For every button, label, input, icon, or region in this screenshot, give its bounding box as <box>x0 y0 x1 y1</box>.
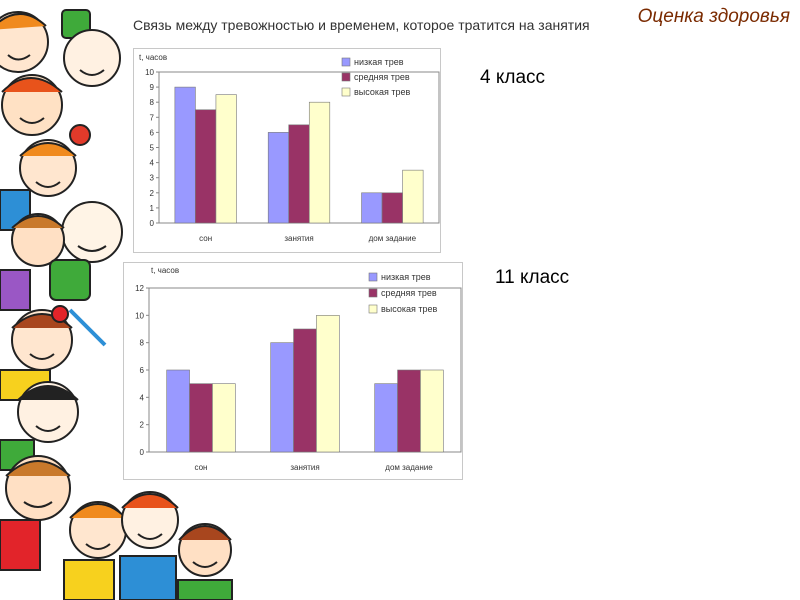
slide-title: Оценка здоровья <box>637 6 790 27</box>
y-tick-label: 1 <box>150 204 155 213</box>
y-tick-label: 4 <box>150 159 155 168</box>
decor-child-9 <box>0 455 71 571</box>
y-tick-label: 8 <box>150 98 155 107</box>
grade-11-label: 11 класс <box>495 267 570 288</box>
y-tick-label: 9 <box>150 83 155 92</box>
bar <box>374 383 398 453</box>
x-category-label: занятия <box>284 234 313 243</box>
chart-grade-4: 0 1 2 3 4 5 6 7 8 9 10 t, часов сон занятия дом задани… <box>133 48 441 253</box>
x-category-label: сон <box>195 463 208 472</box>
legend-swatch <box>341 57 351 67</box>
bar <box>195 109 217 224</box>
y-tick-label: 2 <box>150 189 155 198</box>
y-tick-label: 0 <box>150 219 155 228</box>
legend-label: низкая трев <box>381 272 431 282</box>
chart-grade-11: 0 2 4 6 8 10 12 t, часов сон занятия дом задание ни… <box>123 262 463 480</box>
bar <box>189 383 213 453</box>
legend-swatch <box>368 272 378 282</box>
y-tick-label: 12 <box>135 284 144 293</box>
y-tick-label: 2 <box>140 421 145 430</box>
bar <box>381 192 403 224</box>
y-tick-label: 10 <box>135 311 144 320</box>
decor-child-2 <box>61 9 121 87</box>
y-tick-label: 7 <box>150 113 155 122</box>
legend-swatch <box>341 72 351 82</box>
decor-child-10 <box>63 501 127 600</box>
decor-child-8 <box>0 381 79 471</box>
decor-child-12 <box>177 523 233 600</box>
y-tick-label: 5 <box>150 144 155 153</box>
y-tick-label: 6 <box>140 366 145 375</box>
bar <box>267 132 290 224</box>
x-category-label: дом задание <box>385 463 433 472</box>
bar <box>215 94 237 224</box>
bar <box>166 369 190 453</box>
y-tick-label: 4 <box>140 393 145 402</box>
bar <box>212 383 236 453</box>
children-border-illustration <box>0 9 233 600</box>
y-tick-label: 8 <box>140 339 145 348</box>
legend-label: средняя трев <box>354 72 410 82</box>
decor-child-5 <box>11 201 123 267</box>
chart-svg: 0 2 4 6 8 10 12 t, часов сон занятия дом задание ни… <box>123 262 463 480</box>
y-tick-label: 6 <box>150 128 155 137</box>
bar <box>293 328 317 453</box>
legend-label: высокая трев <box>381 304 438 314</box>
legend-swatch <box>368 304 378 314</box>
legend-label: низкая трев <box>354 57 404 67</box>
x-category-label: занятия <box>290 463 319 472</box>
bar <box>174 86 196 224</box>
bar <box>397 369 421 453</box>
y-axis-label: t, часов <box>151 266 179 275</box>
x-category-label: сон <box>199 234 212 243</box>
decor-child-3 <box>1 74 91 146</box>
decor-child-1 <box>0 11 49 73</box>
legend-label: высокая трев <box>354 87 411 97</box>
decor-child-6 <box>0 259 107 347</box>
chart-svg: 0 1 2 3 4 5 6 7 8 9 10 t, часов сон занятия дом задани… <box>133 48 441 253</box>
decor-child-11 <box>119 491 179 600</box>
bar <box>288 124 310 224</box>
y-tick-label: 10 <box>145 68 154 77</box>
grade-4-label: 4 класс <box>480 67 546 88</box>
bar <box>270 342 294 453</box>
bar <box>361 192 383 224</box>
bar <box>402 169 424 224</box>
decor-child-4 <box>0 139 77 231</box>
legend-label: средняя трев <box>381 288 437 298</box>
legend-swatch <box>368 288 378 298</box>
y-tick-label: 0 <box>140 448 145 457</box>
x-category-label: дом задание <box>369 234 417 243</box>
chart-subtitle: Связь между тревожностью и временем, кот… <box>133 17 590 33</box>
y-axis-label: t, часов <box>139 53 167 62</box>
y-tick-label: 3 <box>150 174 155 183</box>
bar <box>316 315 340 453</box>
legend-swatch <box>341 87 351 97</box>
bar <box>420 369 444 453</box>
bar <box>308 101 331 224</box>
